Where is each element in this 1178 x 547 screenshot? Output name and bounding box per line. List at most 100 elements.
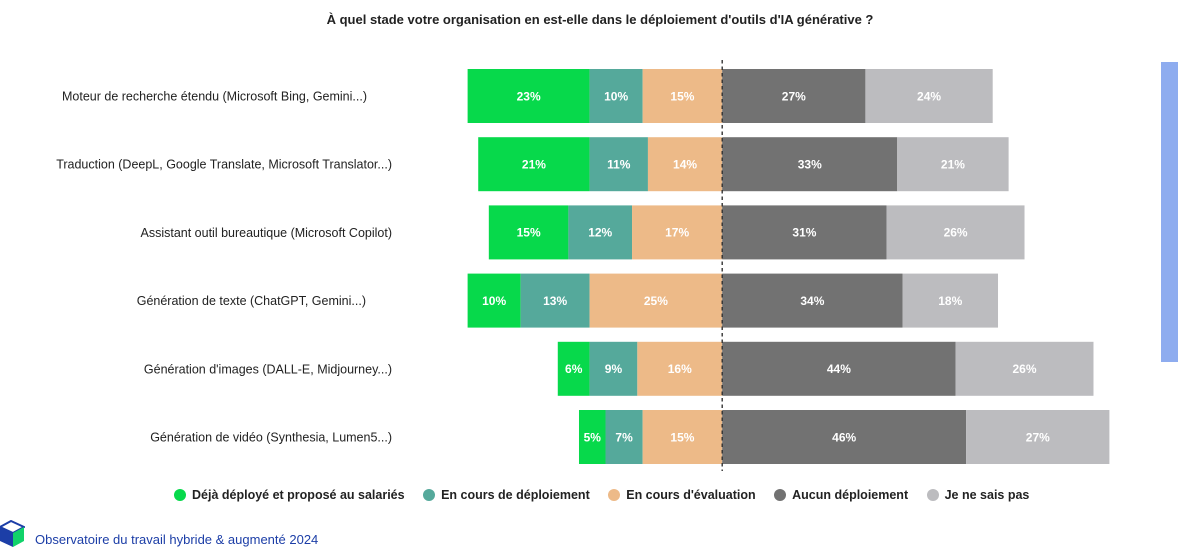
legend-item: En cours de déploiement	[423, 487, 590, 503]
cube-logo-icon	[0, 520, 25, 547]
value-label: 34%	[800, 294, 824, 308]
legend-label: En cours de déploiement	[441, 488, 590, 502]
value-unit: %	[1039, 430, 1050, 444]
value-unit: %	[602, 226, 613, 240]
value-number: 10	[482, 294, 496, 308]
right-edge-handle[interactable]	[1161, 62, 1178, 362]
footer-text: Observatoire du travail hybride & augmen…	[35, 533, 319, 547]
bar-segment	[589, 273, 723, 328]
category-label: Génération d'images (DALL-E, Midjourney.…	[144, 362, 392, 376]
value-label: 17%	[665, 226, 689, 240]
value-number: 23	[517, 89, 531, 103]
value-label: 27%	[1026, 430, 1050, 444]
bar-row: Assistant outil bureautique (Microsoft C…	[140, 205, 1025, 260]
value-number: 31	[792, 226, 806, 240]
value-unit: %	[811, 158, 822, 172]
value-label: 14%	[673, 158, 697, 172]
bar-segment	[637, 341, 723, 396]
value-number: 11	[607, 158, 620, 172]
value-label: 23%	[517, 89, 541, 103]
value-number: 15	[517, 226, 531, 240]
bar-segment	[478, 137, 590, 192]
value-number: 27	[1026, 430, 1040, 444]
value-number: 15	[670, 89, 684, 103]
legend-item: En cours d'évaluation	[608, 487, 756, 503]
value-label: 21%	[941, 158, 965, 172]
value-label: 24%	[917, 89, 941, 103]
value-label: 7%	[615, 430, 633, 444]
value-unit: %	[590, 430, 601, 444]
value-number: 46	[832, 430, 846, 444]
value-unit: %	[622, 430, 633, 444]
value-unit: %	[678, 226, 689, 240]
value-unit: %	[846, 430, 857, 444]
value-unit: %	[611, 362, 622, 376]
legend-item: Déjà déployé et proposé au salariés	[174, 487, 405, 503]
category-label: Traduction (DeepL, Google Translate, Mic…	[56, 158, 392, 172]
value-number: 9	[605, 362, 612, 376]
legend-item: Aucun déploiement	[774, 487, 908, 503]
value-number: 14	[673, 158, 687, 172]
legend-item: Je ne sais pas	[926, 487, 1029, 503]
bar-segment	[865, 69, 993, 123]
bar-segment	[722, 410, 967, 464]
bar-row: Génération de texte (ChatGPT, Gemini...)…	[137, 273, 999, 328]
diverging-bar-chart: Moteur de recherche étendu (Microsoft Bi…	[56, 60, 1110, 471]
bar-segment	[557, 341, 590, 396]
bar-segment	[722, 137, 898, 192]
value-label: 12%	[588, 226, 612, 240]
value-label: 16%	[668, 362, 692, 376]
value-number: 44	[827, 362, 841, 376]
value-label: 33%	[798, 158, 822, 172]
value-unit: %	[1026, 362, 1037, 376]
value-label: 15%	[670, 89, 694, 103]
bar-segment	[902, 273, 999, 328]
value-label: 31%	[792, 226, 816, 240]
value-number: 33	[798, 158, 812, 172]
value-unit: %	[617, 89, 628, 103]
value-label: 26%	[944, 226, 968, 240]
category-label: Moteur de recherche étendu (Microsoft Bi…	[62, 90, 367, 104]
bar-segment	[722, 341, 956, 396]
bar-segment	[647, 137, 723, 192]
value-number: 7	[615, 430, 622, 444]
value-label: 21%	[522, 158, 546, 172]
value-number: 21	[941, 158, 955, 172]
bar-segment	[722, 69, 866, 123]
value-number: 17	[665, 226, 679, 240]
value-number: 26	[1013, 362, 1027, 376]
bar-segment	[589, 341, 638, 396]
bar-row: Génération d'images (DALL-E, Midjourney.…	[144, 341, 1094, 396]
value-number: 18	[938, 294, 952, 308]
bar-segment	[722, 205, 887, 260]
legend-swatch	[423, 489, 436, 501]
chart-title: À quel stade votre organisation en est-e…	[326, 12, 874, 27]
value-unit: %	[530, 226, 541, 240]
bar-segment	[568, 205, 633, 260]
bar-segment	[578, 410, 606, 464]
category-label: Génération de texte (ChatGPT, Gemini...)	[137, 294, 366, 308]
value-unit: %	[840, 362, 851, 376]
value-unit: %	[795, 89, 806, 103]
value-label: 46%	[832, 430, 856, 444]
value-unit: %	[657, 294, 668, 308]
bar-segment	[520, 273, 590, 328]
value-label: 5%	[584, 430, 602, 444]
value-unit: %	[957, 226, 968, 240]
value-label: 27%	[782, 89, 806, 103]
value-unit: %	[681, 362, 692, 376]
value-label: 26%	[1013, 362, 1037, 376]
value-unit: %	[556, 294, 567, 308]
value-unit: %	[535, 158, 546, 172]
legend-swatch	[926, 489, 939, 501]
value-number: 27	[782, 89, 796, 103]
value-label: 10%	[604, 89, 628, 103]
legend-swatch	[608, 489, 621, 501]
value-label: 25%	[644, 294, 668, 308]
legend-swatch	[174, 489, 186, 501]
bar-segment	[642, 69, 723, 123]
bar-segment	[467, 273, 521, 328]
value-number: 6	[565, 362, 572, 376]
category-label: Génération de vidéo (Synthesia, Lumen5..…	[150, 431, 392, 445]
value-number: 26	[944, 226, 958, 240]
